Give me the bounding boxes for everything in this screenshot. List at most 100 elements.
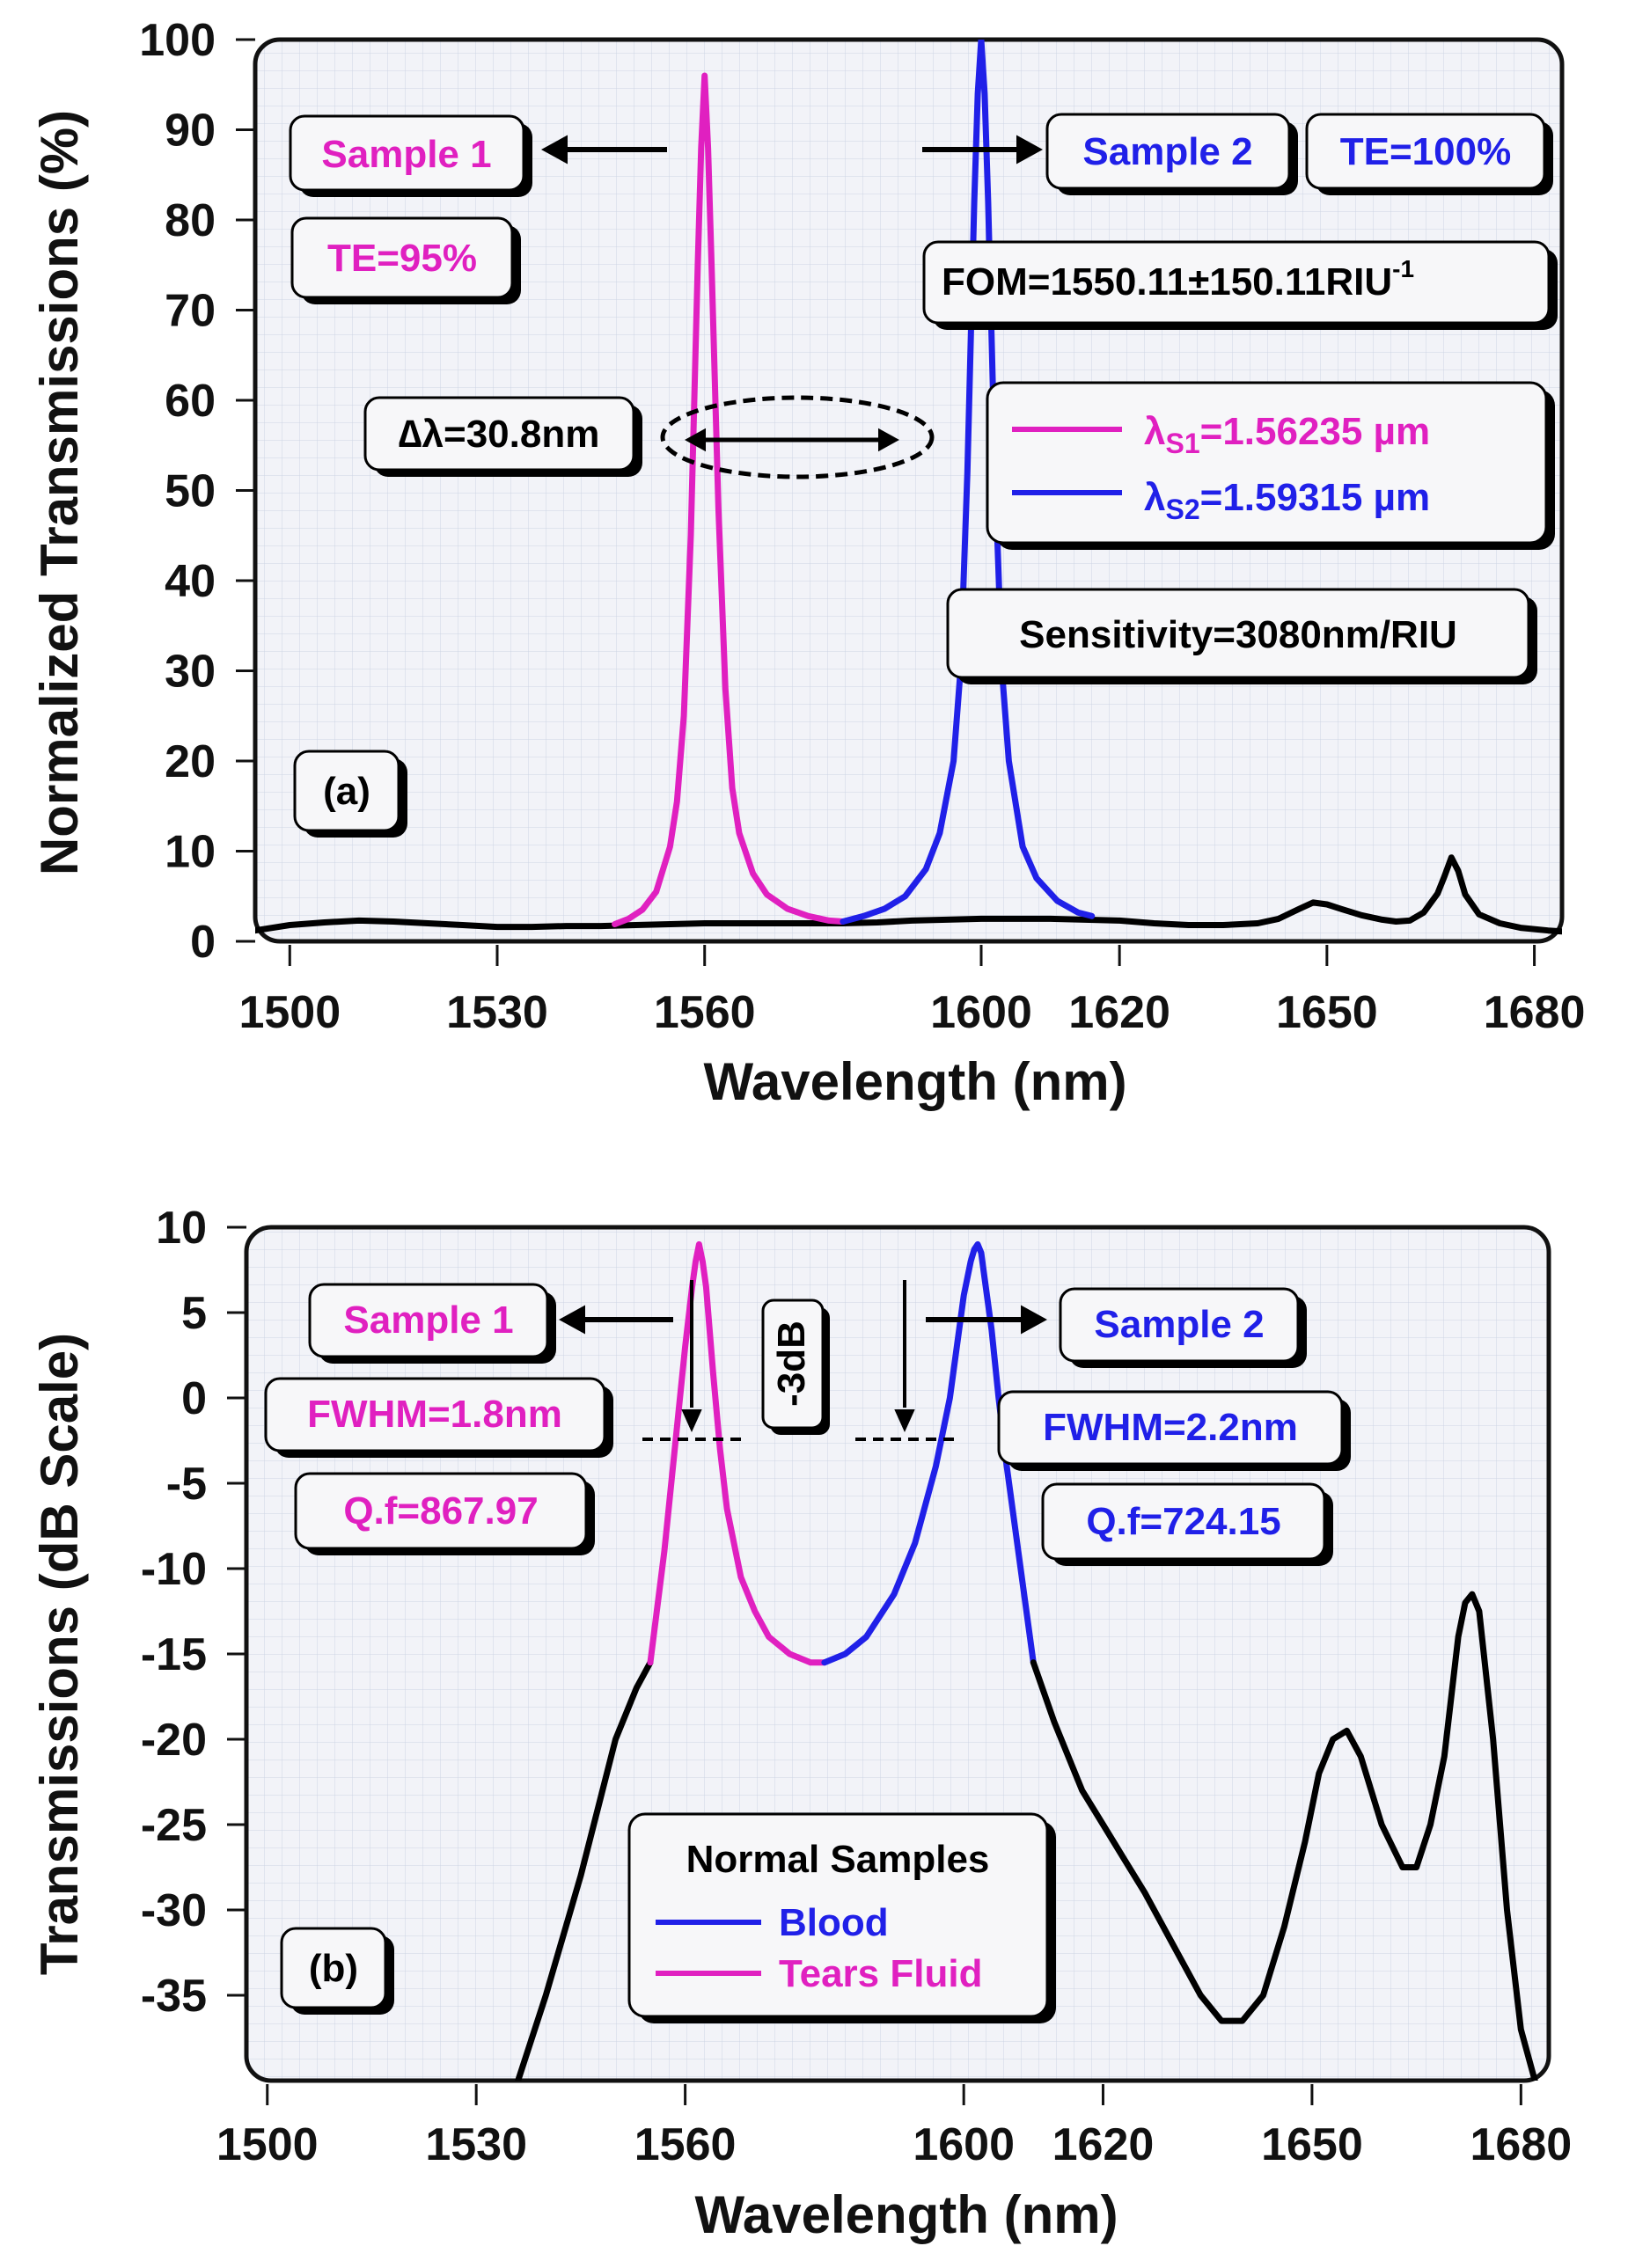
x-tick-label: 1530 (425, 2119, 527, 2170)
panel-b-label-box: (b) (280, 1927, 394, 2015)
arrow-head (878, 428, 899, 452)
y-tick-label: -10 (141, 1544, 207, 1595)
panel-a-te2: TE=100% (1340, 130, 1511, 173)
panel-b-sample1-box: Sample 1 (308, 1283, 556, 1364)
panel-a-te1: TE=95% (327, 237, 477, 280)
panel-a-delta-lambda-box: ∆λ=30.8nm (363, 396, 642, 477)
arrow-head (541, 135, 568, 165)
panel-a-legend-s1: λS1=1.56235 µm (1144, 410, 1430, 459)
panel-b-label: (b) (309, 1947, 358, 1990)
arrow-head (681, 1409, 702, 1432)
y-tick-label: 50 (165, 466, 216, 517)
y-tick-label: 10 (156, 1203, 207, 1254)
y-tick-label: -20 (141, 1715, 207, 1766)
panel-b-sample2-box: Sample 2 (1059, 1287, 1307, 1368)
series-line-tears-fluid (647, 1240, 828, 1666)
panel-a-sensitivity-box: Sensitivity=3080nm/RIU (946, 588, 1537, 684)
x-tick-label: 1600 (930, 987, 1032, 1038)
x-tick-label: 1650 (1261, 2119, 1363, 2170)
panel-b-arrows (559, 1280, 1047, 1441)
arrow-head (1021, 1305, 1047, 1335)
x-tick-label: 1600 (913, 2119, 1015, 2170)
arrow-head (1016, 135, 1043, 165)
y-tick-label: 10 (165, 827, 216, 878)
y-tick-label: -35 (141, 1971, 207, 2022)
panel-a-sample1-box: Sample 1 (289, 114, 532, 197)
series-line-background (255, 854, 1562, 935)
panel-a-y-axis: 0 10 20 30 40 50 60 70 80 90 100 (139, 15, 255, 968)
panel-b-minus3db: -3dB (770, 1321, 813, 1407)
panel-b-qf1-box: Q.f=867.97 (294, 1472, 595, 1555)
panel-b-legend-title: Normal Samples (686, 1838, 990, 1881)
panel-a-te2-box: TE=100% (1305, 113, 1553, 195)
x-tick-label: 1500 (238, 987, 341, 1038)
panel-b-sample1-label: Sample 1 (343, 1299, 513, 1342)
panel-a-sample2-box: Sample 2 (1045, 113, 1298, 195)
panel-a-arrows (541, 135, 1043, 479)
panel-b-minus3db-box: -3dB (761, 1299, 830, 1435)
panel-b-fwhm2-box: FWHM=2.2nm (997, 1390, 1351, 1471)
x-tick-label: 1560 (654, 987, 756, 1038)
y-tick-label: 60 (165, 376, 216, 427)
panel-b-series (515, 1240, 1538, 2081)
panel-a-fom-box: FOM=1550.11±150.11RIU-1 (922, 240, 1558, 330)
panel-a-x-axis: 1500 1530 1560 1600 1620 1650 1680 (238, 945, 1585, 1038)
arrow-head (685, 428, 706, 452)
panel-b-y-axis-title: Transmissions (dB Scale) (30, 1333, 89, 1975)
panel-a-y-axis-title: Normalized Transmissions (%) (30, 110, 89, 875)
y-tick-label: -15 (141, 1629, 207, 1680)
panel-b-fwhm1: FWHM=1.8nm (307, 1393, 562, 1436)
panel-a-sensitivity: Sensitivity=3080nm/RIU (1019, 613, 1457, 656)
y-tick-label: 70 (165, 286, 216, 337)
panel-b: 10 5 0 -5 -10 -15 -20 -25 -30 -35 1500 1530 1560 160… (30, 1203, 1572, 2244)
x-tick-label: 1650 (1276, 987, 1378, 1038)
arrow-head (894, 1409, 915, 1432)
panel-b-fwhm2: FWHM=2.2nm (1043, 1406, 1298, 1449)
panel-b-legend: Normal Samples Blood Tears Fluid (627, 1812, 1056, 2023)
panel-a-series (255, 40, 1562, 935)
panel-a-sample2-label: Sample 2 (1082, 130, 1252, 173)
panel-b-sample2-label: Sample 2 (1094, 1303, 1264, 1346)
y-tick-label: -25 (141, 1800, 207, 1851)
panel-a-te1-box: TE=95% (290, 216, 521, 304)
y-tick-label: 80 (165, 195, 216, 246)
series-line-sample-2 (840, 40, 1096, 925)
panel-a-lambda-legend: λS1=1.56235 µm λS2=1.59315 µm (986, 381, 1555, 550)
x-tick-label: 1530 (446, 987, 548, 1038)
y-tick-label: 100 (139, 15, 216, 66)
panel-b-fwhm1-box: FWHM=1.8nm (264, 1377, 613, 1458)
x-tick-label: 1680 (1470, 2119, 1572, 2170)
panel-b-y-axis: 10 5 0 -5 -10 -15 -20 -25 -30 -35 (141, 1203, 246, 2022)
y-tick-label: 40 (165, 556, 216, 607)
panel-a-delta-ellipse (660, 395, 935, 479)
x-tick-label: 1560 (634, 2119, 737, 2170)
panel-b-qf1: Q.f=867.97 (343, 1489, 538, 1533)
panel-a-label: (a) (323, 770, 370, 813)
panel-b-x-axis: 1500 1530 1560 1600 1620 1650 1680 (216, 2084, 1572, 2170)
x-tick-label: 1500 (216, 2119, 319, 2170)
y-tick-label: 20 (165, 736, 216, 787)
panel-a-sample1-label: Sample 1 (321, 133, 491, 176)
panel-a-label-box: (a) (293, 750, 407, 838)
panel-b-x-axis-title: Wavelength (nm) (694, 2185, 1118, 2244)
panel-b-qf2-box: Q.f=724.15 (1041, 1482, 1333, 1566)
x-tick-label: 1620 (1068, 987, 1170, 1038)
y-tick-label: 30 (165, 647, 216, 698)
x-tick-label: 1620 (1052, 2119, 1155, 2170)
series-line-sample-1 (612, 72, 847, 927)
series-line-blood (821, 1240, 1037, 1666)
y-tick-label: 0 (181, 1373, 207, 1424)
y-tick-label: 90 (165, 106, 216, 157)
x-tick-label: 1680 (1484, 987, 1586, 1038)
panel-a-delta-lambda: ∆λ=30.8nm (399, 413, 600, 456)
arrow-head (559, 1305, 585, 1335)
series-line-background (1030, 1591, 1538, 2081)
y-tick-label: -5 (166, 1459, 207, 1510)
panel-a-legend-s2: λS2=1.59315 µm (1144, 476, 1430, 525)
y-tick-label: 0 (190, 917, 216, 968)
panel-b-qf2: Q.f=724.15 (1086, 1500, 1280, 1543)
series-line-background (515, 1659, 654, 2081)
panel-b-legend-tears: Tears Fluid (779, 1952, 982, 1995)
